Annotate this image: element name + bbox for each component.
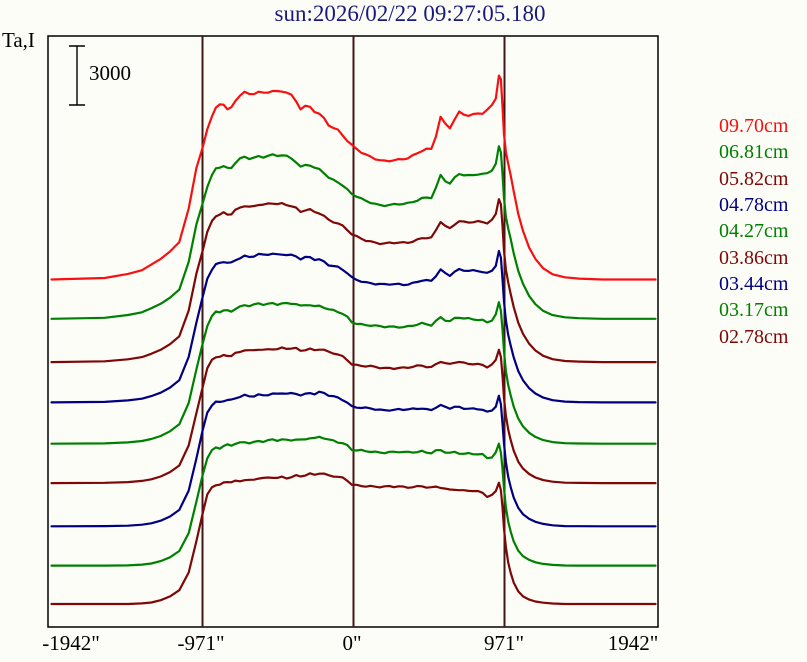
x-tick-label: -971"	[177, 631, 225, 655]
series-wavelength-label: 03.86cm	[719, 247, 789, 269]
series-wavelength-label: 04.27cm	[719, 220, 789, 242]
series-wavelength-label: 04.78cm	[719, 194, 789, 216]
series-wavelength-label: 05.82cm	[719, 168, 789, 190]
series-wavelength-label: 02.78cm	[719, 326, 789, 348]
scan-curve-09.70cm	[50, 74, 657, 281]
scan-curve-05.82cm	[50, 198, 657, 364]
x-tick-label: -1942"	[42, 631, 100, 655]
series-wavelength-label: 03.44cm	[719, 273, 789, 295]
scan-curve-04.78cm	[50, 249, 657, 404]
scan-curve-06.81cm	[50, 145, 657, 320]
scan-curve-03.44cm	[50, 390, 657, 528]
x-tick-label: 0"	[342, 631, 362, 655]
scan-curve-03.17cm	[50, 435, 657, 567]
scan-curve-02.78cm	[50, 472, 657, 606]
scan-curve-04.27cm	[50, 301, 657, 445]
y-axis-label: Ta,I	[2, 28, 35, 52]
x-tick-label: 971"	[483, 631, 525, 655]
scale-bar	[69, 45, 85, 106]
series-wavelength-label: 09.70cm	[719, 115, 789, 137]
series-wavelength-label: 06.81cm	[719, 141, 789, 163]
x-tick-label: 1942"	[607, 631, 659, 655]
series-wavelength-label: 03.17cm	[719, 299, 789, 321]
scan-curve-03.86cm	[50, 346, 657, 485]
scale-bar-label: 3000	[89, 61, 131, 85]
chart-title: sun:2026/02/22 09:27:05.180	[274, 1, 546, 26]
